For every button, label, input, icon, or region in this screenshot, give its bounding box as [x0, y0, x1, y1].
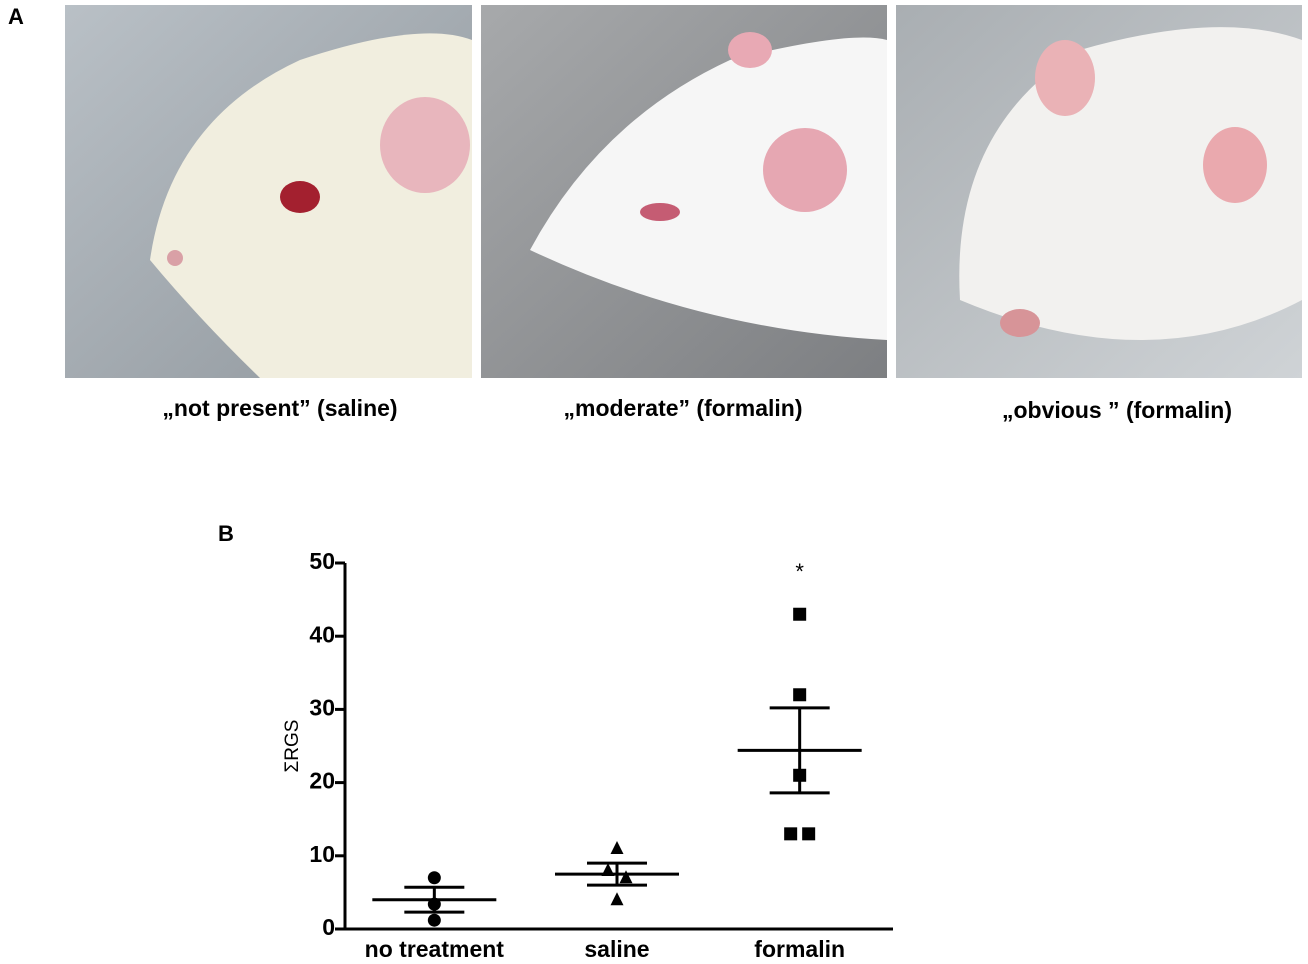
y-axis-label: ΣRGS — [282, 720, 303, 773]
data-point — [619, 870, 633, 884]
data-point — [427, 871, 441, 885]
x-tick-label: saline — [584, 936, 649, 962]
data-point — [802, 827, 816, 841]
photo-caption: „not present” (saline) — [162, 395, 397, 421]
data-point — [784, 827, 798, 841]
photo-caption: „obvious ” (formalin) — [1002, 397, 1232, 423]
y-tick-label: 10 — [309, 841, 335, 867]
data-point — [793, 688, 807, 702]
y-tick-label: 0 — [322, 914, 335, 940]
x-tick-label: formalin — [754, 936, 845, 962]
photo — [481, 5, 887, 378]
data-point — [793, 607, 807, 621]
photo — [896, 5, 1302, 378]
y-tick-label: 40 — [309, 621, 335, 647]
panel-label: B — [218, 521, 234, 546]
y-tick-label: 50 — [309, 548, 335, 574]
panel-label: A — [8, 4, 24, 29]
y-tick-label: 20 — [309, 768, 335, 794]
y-tick-label: 30 — [309, 694, 335, 720]
data-point — [427, 913, 441, 927]
data-point — [610, 840, 624, 854]
significance-mark: * — [795, 559, 804, 584]
photo-caption: „moderate” (formalin) — [564, 395, 803, 421]
x-tick-label: no treatment — [365, 936, 505, 962]
photo — [65, 5, 472, 378]
data-point — [610, 892, 624, 906]
